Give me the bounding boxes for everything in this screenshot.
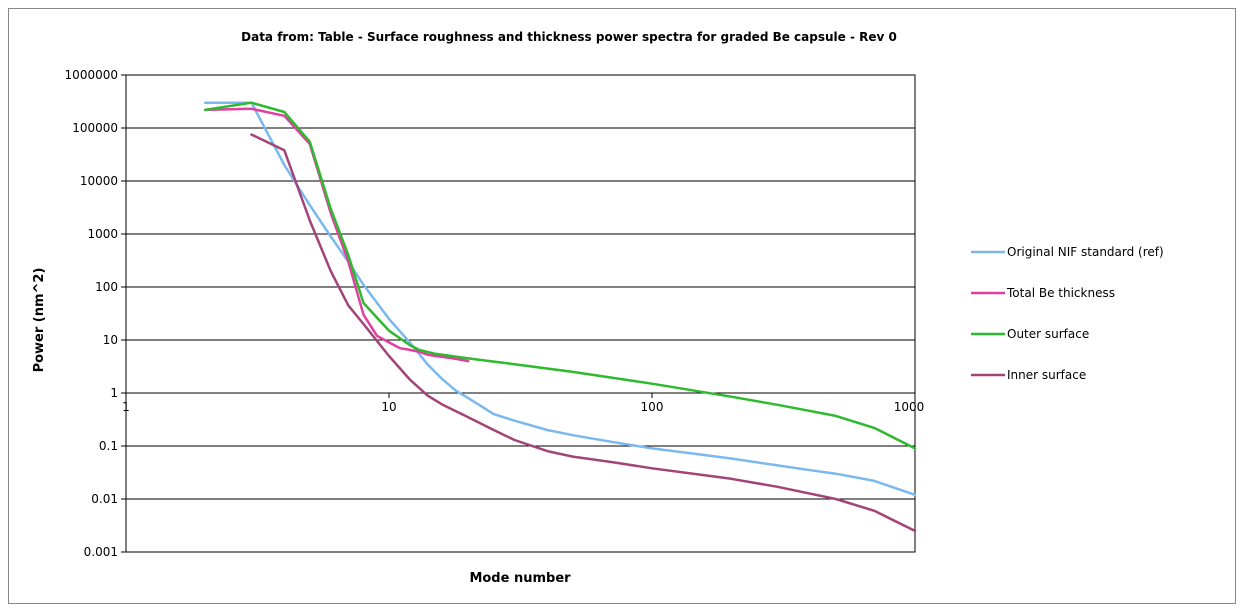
tick-label-y-7: 0.1 — [99, 439, 118, 453]
series-lines — [203, 101, 917, 533]
legend-label-1: Total Be thickness — [1006, 286, 1115, 300]
legend-label-0: Original NIF standard (ref) — [1007, 245, 1164, 259]
chart-frame: Data from: Table - Surface roughness and… — [8, 8, 1236, 604]
legend-label-2: Outer surface — [1007, 327, 1089, 341]
series-line-2 — [203, 101, 917, 450]
tick-label-y-8: 0.01 — [91, 492, 118, 506]
power-spectra-chart: Data from: Table - Surface roughness and… — [32, 30, 1164, 586]
tick-label-y-4: 100 — [95, 280, 118, 294]
tick-label-x-1: 10 — [381, 400, 396, 414]
x-axis-ticks: 1 10 100 1000 — [122, 392, 925, 414]
series-line-1 — [203, 107, 470, 363]
x-axis-label: Mode number — [469, 571, 571, 586]
tick-label-y-1: 100000 — [72, 121, 118, 135]
plot-area — [125, 74, 916, 553]
legend: Original NIF standard (ref) Total Be thic… — [971, 245, 1164, 382]
tick-label-y-2: 10000 — [80, 174, 118, 188]
tick-label-y-9: 0.001 — [84, 545, 118, 559]
y-axis-ticks: 1000000 100000 10000 1000 100 10 1 0.1 0.01 0.001 — [65, 68, 126, 559]
series-line-0 — [203, 101, 917, 497]
y-axis-label: Power (nm^2) — [32, 268, 47, 373]
tick-label-y-0: 1000000 — [65, 68, 118, 82]
chart-title: Data from: Table - Surface roughness and… — [241, 30, 897, 44]
series-line-3 — [250, 133, 917, 533]
tick-label-x-3: 1000 — [894, 400, 925, 414]
legend-label-3: Inner surface — [1007, 368, 1086, 382]
tick-label-x-0: 1 — [122, 400, 130, 414]
tick-label-y-6: 1 — [110, 386, 118, 400]
tick-label-y-5: 10 — [103, 333, 118, 347]
grid-lines — [126, 74, 915, 553]
tick-label-x-2: 100 — [641, 400, 664, 414]
tick-label-y-3: 1000 — [87, 227, 118, 241]
